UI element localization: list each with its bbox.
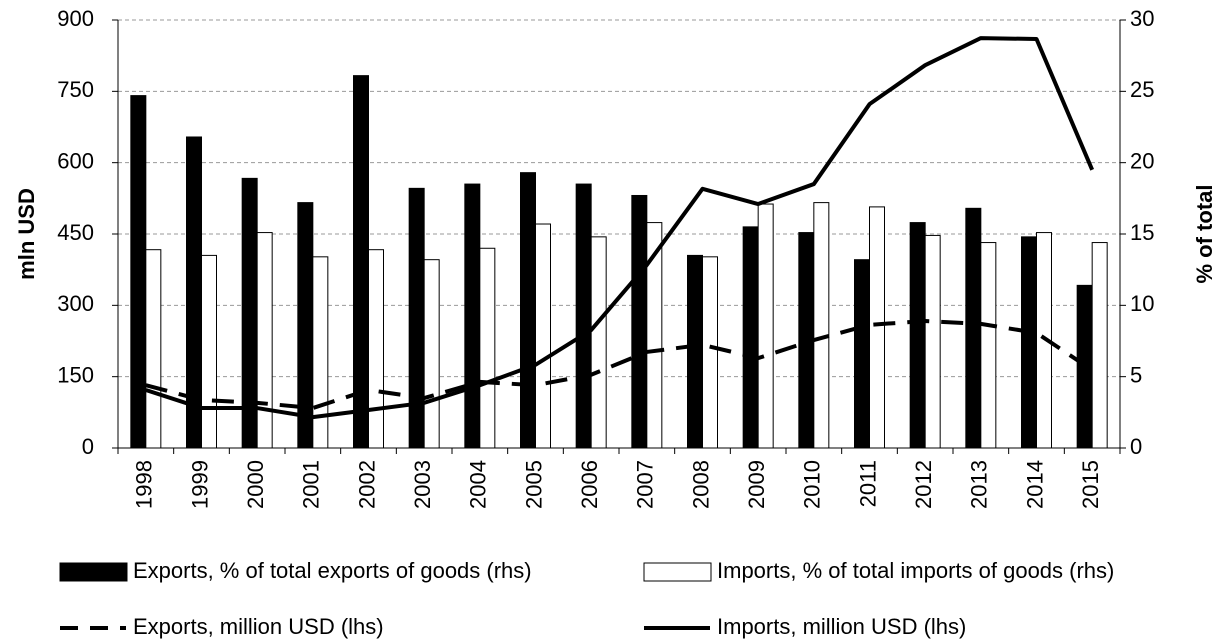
bar xyxy=(520,172,536,449)
y2-tick-label: 10 xyxy=(1130,291,1154,316)
x-tick-label: 2007 xyxy=(633,460,658,509)
bar xyxy=(423,259,440,449)
y-tick-label: 150 xyxy=(57,362,94,387)
x-tick-label: 2005 xyxy=(521,460,546,509)
x-tick-label: 2002 xyxy=(354,460,379,509)
bar xyxy=(687,254,703,449)
x-tick-label: 2008 xyxy=(688,460,713,509)
bar xyxy=(924,234,941,449)
x-tick-label: 2010 xyxy=(800,460,825,509)
y-tick-label: 450 xyxy=(57,220,94,245)
bar xyxy=(980,242,997,449)
y-tick-label: 900 xyxy=(57,6,94,31)
x-tick-label: 2014 xyxy=(1022,460,1047,509)
bar xyxy=(479,247,496,449)
bar xyxy=(535,223,551,449)
x-tick-label: 2006 xyxy=(577,460,602,509)
bar xyxy=(854,259,870,449)
x-tick-label: 2004 xyxy=(466,460,491,509)
bar xyxy=(408,187,425,449)
legend-label: Exports, million USD (lhs) xyxy=(133,614,384,639)
legend-swatch xyxy=(59,562,128,582)
bar xyxy=(130,95,147,449)
y2-axis-label: % of total xyxy=(1192,185,1217,284)
x-tick-label: 2011 xyxy=(855,460,880,507)
bar xyxy=(312,256,329,449)
bar xyxy=(909,222,926,449)
legend-label: Imports, % of total imports of goods (rh… xyxy=(717,558,1114,583)
y-tick-label: 600 xyxy=(57,148,94,173)
legend-label: Exports, % of total exports of goods (rh… xyxy=(133,558,532,583)
y2-tick-label: 0 xyxy=(1130,434,1142,459)
line xyxy=(145,319,1094,411)
bar xyxy=(575,183,592,449)
x-tick-label: 2003 xyxy=(410,460,435,509)
bar xyxy=(813,202,830,449)
y2-tick-label: 5 xyxy=(1130,362,1142,387)
line xyxy=(145,36,1095,420)
legend-label: Imports, million USD (lhs) xyxy=(717,614,966,639)
y2-tick-label: 30 xyxy=(1130,6,1154,31)
y-tick-label: 0 xyxy=(82,434,94,459)
y-tick-label: 300 xyxy=(57,291,94,316)
bar xyxy=(297,202,314,449)
bar xyxy=(757,203,774,449)
bar xyxy=(464,183,481,449)
bar xyxy=(965,207,982,449)
y2-tick-label: 15 xyxy=(1130,220,1154,245)
bar xyxy=(201,254,217,449)
bar xyxy=(869,206,885,449)
bar xyxy=(145,249,162,449)
bar xyxy=(742,226,759,449)
bar xyxy=(702,256,718,449)
x-tick-label: 2009 xyxy=(744,460,769,509)
bar xyxy=(256,232,273,449)
x-tick-label: 2015 xyxy=(1078,460,1103,509)
legend-swatch xyxy=(643,562,712,582)
x-tick-label: 2012 xyxy=(911,460,936,509)
bar xyxy=(1091,242,1108,449)
x-tick-label: 1998 xyxy=(132,460,157,509)
y-axis-label: mln USD xyxy=(14,188,39,280)
y2-tick-label: 25 xyxy=(1130,77,1154,102)
bar xyxy=(631,194,648,449)
bar xyxy=(1021,236,1037,449)
y-tick-label: 750 xyxy=(57,77,94,102)
y2-tick-label: 20 xyxy=(1130,148,1154,173)
bar xyxy=(590,236,607,449)
bar xyxy=(368,249,384,449)
x-tick-label: 2001 xyxy=(299,460,324,509)
x-tick-label: 1999 xyxy=(187,460,212,509)
x-tick-label: 2013 xyxy=(967,460,992,509)
x-tick-label: 2000 xyxy=(243,460,268,509)
